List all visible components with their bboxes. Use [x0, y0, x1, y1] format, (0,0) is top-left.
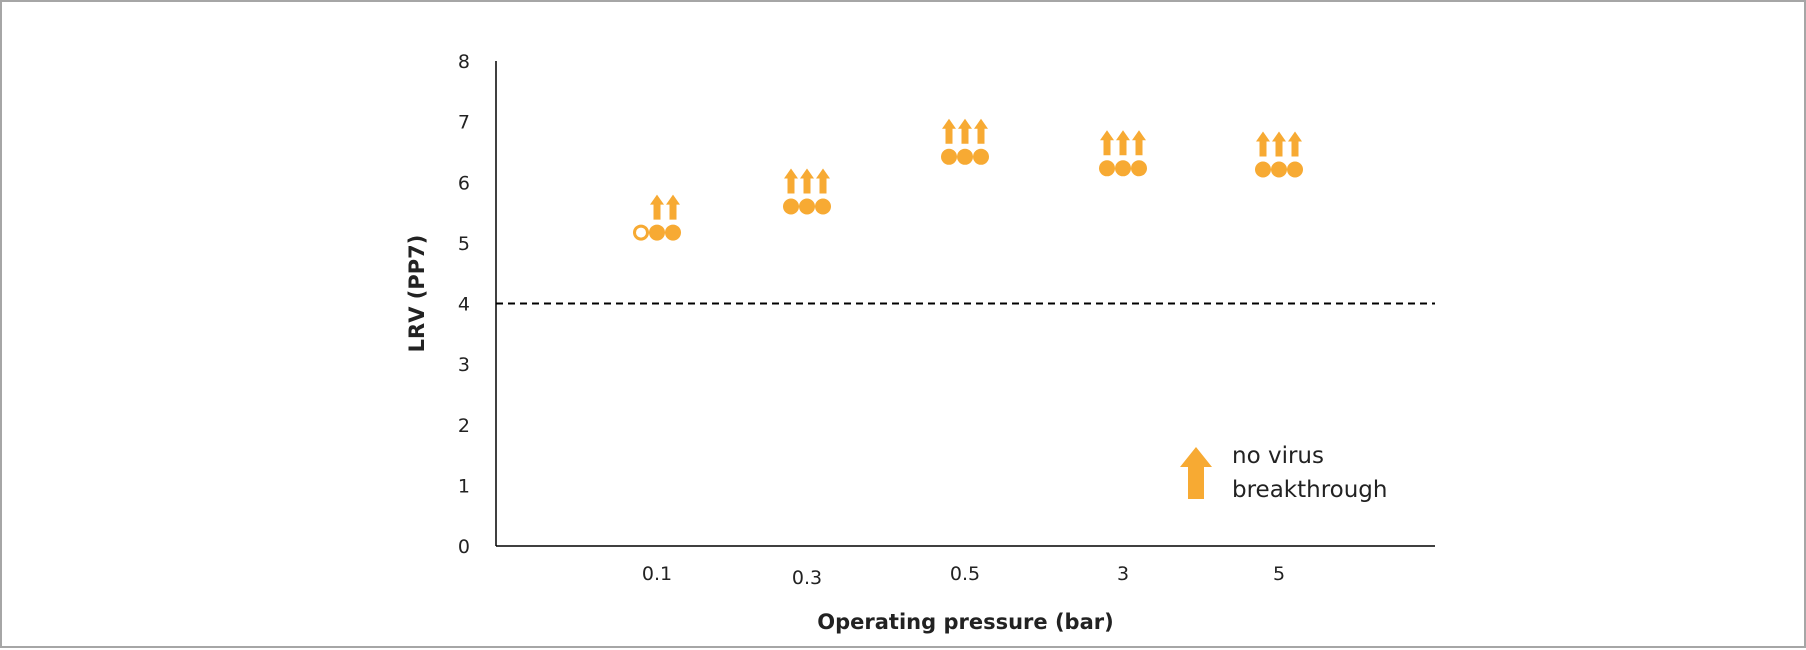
data-point — [649, 224, 665, 241]
legend-label-line-2: breakthrough — [1232, 477, 1388, 503]
no-breakthrough-arrow — [800, 168, 814, 194]
y-tick-label: 8 — [458, 51, 470, 73]
y-tick-label: 5 — [458, 233, 470, 255]
y-tick-label: 7 — [458, 112, 470, 134]
y-axis-title: LRV (PP7) — [405, 235, 429, 353]
y-tick-label: 2 — [458, 415, 470, 437]
no-breakthrough-arrow — [816, 168, 830, 194]
y-tick-label: 6 — [458, 172, 470, 194]
data-markers — [633, 118, 1303, 241]
data-point — [1287, 161, 1303, 178]
no-breakthrough-arrow — [1256, 131, 1270, 157]
no-breakthrough-arrow — [1272, 131, 1286, 157]
no-breakthrough-arrow — [666, 194, 680, 220]
data-point — [665, 224, 681, 241]
no-breakthrough-arrow — [784, 168, 798, 194]
data-point — [815, 198, 831, 215]
x-tick-label: 0.1 — [642, 563, 672, 585]
data-point — [941, 148, 957, 165]
y-tick-labels: 0 1 2 3 4 5 6 7 8 — [458, 51, 470, 558]
data-point — [783, 198, 799, 215]
legend-arrow-shape — [1180, 447, 1212, 499]
no-breakthrough-arrow — [942, 118, 956, 144]
legend: no virus breakthrough — [1180, 443, 1388, 503]
up-arrow-icon — [1180, 447, 1212, 499]
no-breakthrough-arrow — [1100, 130, 1114, 156]
y-tick-label: 3 — [458, 354, 470, 376]
data-point — [1131, 160, 1147, 177]
legend-label-line-1: no virus — [1232, 443, 1324, 469]
x-axis-title: Operating pressure (bar) — [817, 610, 1113, 634]
x-tick-label: 0.3 — [792, 567, 822, 589]
x-tick-label: 3 — [1117, 563, 1129, 585]
data-point — [1255, 161, 1271, 178]
no-breakthrough-arrow — [650, 194, 664, 220]
x-tick-label: 5 — [1273, 563, 1285, 585]
data-point-open — [633, 224, 649, 241]
data-point — [799, 198, 815, 215]
y-tick-label: 4 — [458, 294, 470, 316]
data-point — [957, 148, 973, 165]
data-point — [973, 148, 989, 165]
no-breakthrough-arrow — [1116, 130, 1130, 156]
data-point — [1115, 160, 1131, 177]
no-breakthrough-arrow — [974, 118, 988, 144]
x-tick-label: 0.5 — [950, 563, 980, 585]
data-point — [1099, 160, 1115, 177]
no-breakthrough-arrow — [1288, 131, 1302, 157]
no-breakthrough-arrow — [1132, 130, 1146, 156]
data-point — [1271, 161, 1287, 178]
y-tick-label: 0 — [458, 536, 470, 558]
no-breakthrough-arrow — [958, 118, 972, 144]
y-tick-label: 1 — [458, 475, 470, 497]
x-tick-labels: 0.1 0.3 0.5 3 5 — [642, 563, 1285, 589]
